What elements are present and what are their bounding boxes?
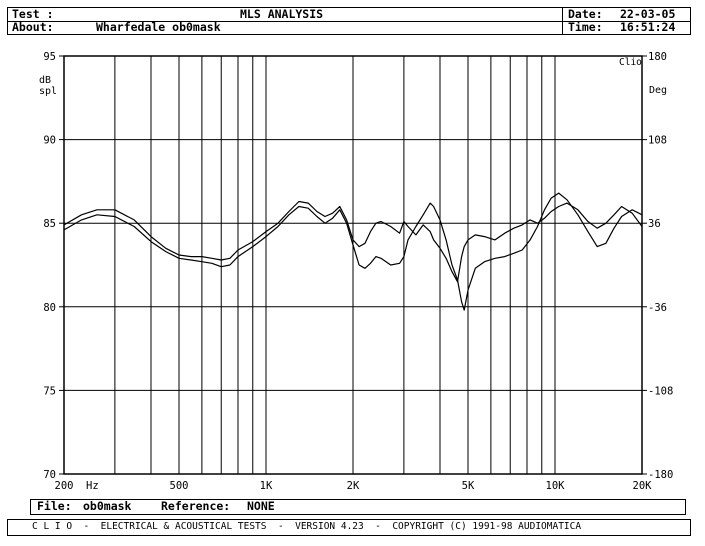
x-tick-label: 2K: [347, 480, 360, 492]
series-line-2: [63, 200, 643, 283]
y2-tick-label: 108: [648, 135, 667, 147]
x-tick-label: 200: [55, 480, 74, 492]
y2-tick-label: -108: [648, 385, 673, 397]
header-panel: Test : MLS ANALYSIS Date: 22-03-05 About…: [7, 7, 691, 35]
y2-tick-label: 36: [648, 218, 661, 230]
credits-text: C L I O - ELECTRICAL & ACOUSTICAL TESTS …: [32, 521, 582, 532]
header-divider: [562, 8, 563, 34]
y2-tick-label: -180: [648, 469, 673, 481]
y2-unit-label: Deg: [649, 85, 667, 96]
axis-label-layer: 95 90 85 80 75 70 180 108 36 -36 -108 -180 200 500 1K 2…: [39, 51, 673, 492]
test-label: Test :: [12, 7, 54, 21]
y-tick-label: 75: [43, 385, 56, 397]
time-label: Time:: [568, 20, 603, 34]
y-unit-label-db: dB: [39, 75, 51, 86]
header-row-test: Test : MLS ANALYSIS Date: 22-03-05: [8, 8, 690, 22]
grid-layer: [59, 55, 647, 475]
series-line-1: [63, 192, 643, 311]
date-value: 22-03-05: [620, 7, 676, 21]
x-unit-label: Hz: [86, 480, 99, 492]
y-tick-label: 95: [43, 51, 56, 63]
reference-value: NONE: [247, 499, 275, 513]
x-tick-label: 1K: [260, 480, 273, 492]
about-label: About:: [12, 20, 54, 34]
x-tick-label: 20K: [633, 480, 653, 492]
file-label: File:: [37, 499, 72, 513]
x-tick-label: 5K: [462, 480, 475, 492]
y-tick-label: 70: [43, 469, 56, 481]
y-tick-label: 85: [43, 218, 56, 230]
y2-tick-label: 180: [648, 51, 667, 63]
x-tick-label: 500: [170, 480, 189, 492]
clio-corner-label: Clio: [619, 57, 642, 68]
y-unit-label-spl: spl: [39, 86, 57, 97]
date-label: Date:: [568, 7, 603, 21]
y-tick-label: 80: [43, 302, 56, 314]
header-row-about: About: Wharfedale ob0mask Time: 16:51:24: [8, 21, 690, 34]
series-layer: [63, 192, 643, 311]
file-info-bar: File: ob0mask Reference: NONE: [30, 499, 686, 515]
reference-label: Reference:: [161, 499, 231, 513]
about-value: Wharfedale ob0mask: [96, 20, 221, 34]
analysis-title: MLS ANALYSIS: [240, 7, 324, 21]
plot-frame: [63, 55, 643, 475]
x-tick-label: 10K: [546, 480, 566, 492]
credits-bar: C L I O - ELECTRICAL & ACOUSTICAL TESTS …: [7, 519, 691, 536]
time-value: 16:51:24: [620, 20, 676, 34]
y-tick-label: 90: [43, 135, 56, 147]
file-value: ob0mask: [83, 499, 132, 513]
y2-tick-label: -36: [648, 302, 667, 314]
